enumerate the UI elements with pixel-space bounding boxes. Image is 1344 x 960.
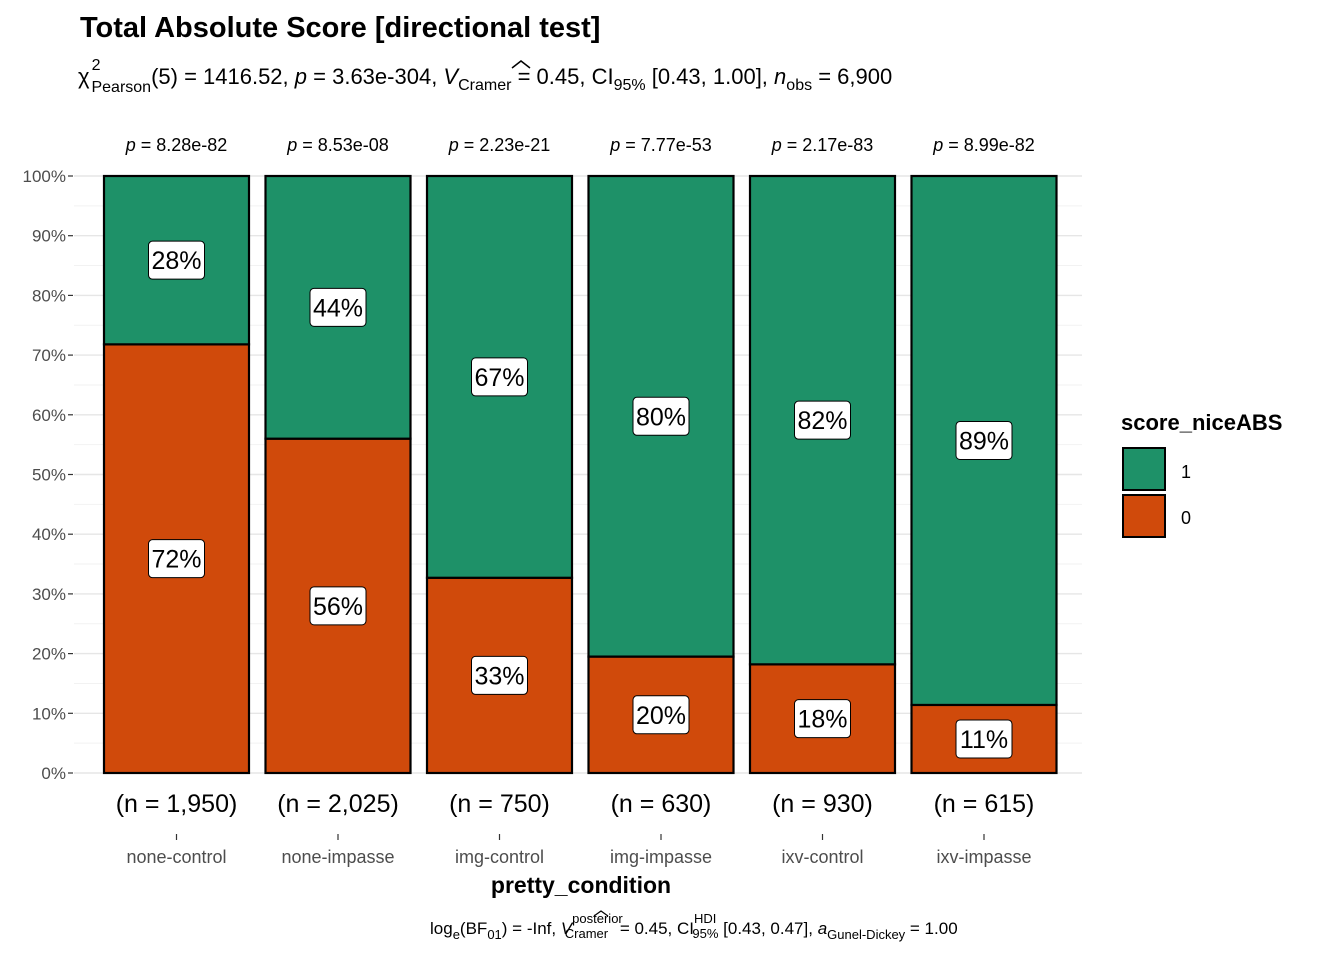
x-tick-label: ixv-impasse [936, 847, 1031, 867]
data-label: 20% [636, 702, 686, 730]
p-value-label: p = 8.53e-08 [286, 135, 389, 155]
chart-title: Total Absolute Score [directional test] [80, 12, 600, 44]
y-tick-label: 30% [32, 585, 66, 604]
chart-caption: loge(BF01) = -Inf, Vposterior Cramer = 0.… [430, 911, 958, 942]
data-label: 72% [151, 546, 201, 574]
y-tick-label: 70% [32, 346, 66, 365]
p-value-labels: p = 8.28e-82 p = 8.53e-08 p = 2.23e-21 p = … [125, 135, 1035, 155]
p-value-label: p = 2.17e-83 [771, 135, 874, 155]
sample-count-label: (n = 615) [934, 790, 1035, 818]
data-label: 11% [960, 726, 1008, 754]
x-tick-label: ixv-control [781, 847, 863, 867]
x-tick-label: img-impasse [610, 847, 712, 867]
p-value-label: p = 8.99e-82 [932, 135, 1035, 155]
legend-swatch-1 [1122, 447, 1166, 491]
data-label-box [309, 287, 367, 327]
y-tick-label: 20% [32, 645, 66, 664]
y-tick-label: 50% [32, 466, 66, 485]
sample-count-label: (n = 930) [772, 790, 873, 818]
data-label-box [955, 420, 1013, 460]
y-tick-label: 10% [32, 704, 66, 723]
y-tick-label: 90% [32, 227, 66, 246]
y-tick-label: 40% [32, 525, 66, 544]
sample-count-label: (n = 750) [449, 790, 550, 818]
data-label: 89% [959, 427, 1009, 455]
data-label-box [955, 719, 1013, 759]
x-tick-label: none-impasse [281, 847, 394, 867]
sample-count-label: (n = 2,025) [277, 790, 399, 818]
p-value-label: p = 7.77e-53 [609, 135, 712, 155]
data-label: 82% [797, 407, 847, 435]
data-label-box [309, 586, 367, 626]
x-tick-label: img-control [455, 847, 544, 867]
sample-count-label: (n = 1,950) [116, 790, 238, 818]
x-axis-label: pretty_condition [491, 872, 671, 898]
y-axis: 0% 10% 20% 30% 40% 50% 60% 70% 80% 90% 100% [23, 167, 73, 783]
legend: score_niceABS 1 0 [1121, 410, 1282, 538]
data-label-box [148, 539, 205, 579]
data-label-box [632, 695, 690, 735]
y-tick-label: 60% [32, 406, 66, 425]
legend-label-1: 1 [1181, 462, 1191, 482]
data-label: 56% [313, 593, 363, 621]
data-label-box [632, 396, 690, 436]
y-tick-label: 0% [41, 764, 66, 783]
data-label-box [794, 699, 851, 739]
p-value-label: p = 2.23e-21 [448, 135, 551, 155]
legend-title: score_niceABS [1121, 410, 1282, 435]
percent-labels: 72% 28% 56% 44% 33% 67% 20% 80% 18% 82% 11% 89% [148, 240, 1013, 759]
y-tick-label: 80% [32, 286, 66, 305]
chart-subtitle: χ 2 Pearson(5) = 1416.52, p = 3.63e-304, V… [78, 57, 892, 96]
data-label: 33% [474, 662, 524, 690]
data-label-box [794, 400, 851, 440]
data-label-box [471, 655, 528, 695]
x-axis: (n = 1,950) none-control (n = 2,025) none-i… [116, 790, 1035, 867]
p-value-label: p = 8.28e-82 [125, 135, 228, 155]
legend-swatch-0 [1122, 494, 1166, 538]
data-label: 44% [313, 294, 363, 322]
data-label: 67% [474, 364, 524, 392]
v-hat-icon [511, 60, 531, 69]
y-tick-label: 100% [23, 167, 66, 186]
data-label-box [471, 357, 528, 397]
legend-label-0: 0 [1181, 508, 1191, 528]
x-tick-label: none-control [126, 847, 226, 867]
sample-count-label: (n = 630) [611, 790, 712, 818]
v-hat-caption-icon [593, 910, 609, 917]
data-label-box [148, 240, 205, 280]
data-label: 80% [636, 403, 686, 431]
data-label: 28% [151, 247, 201, 275]
data-label: 18% [797, 706, 847, 734]
